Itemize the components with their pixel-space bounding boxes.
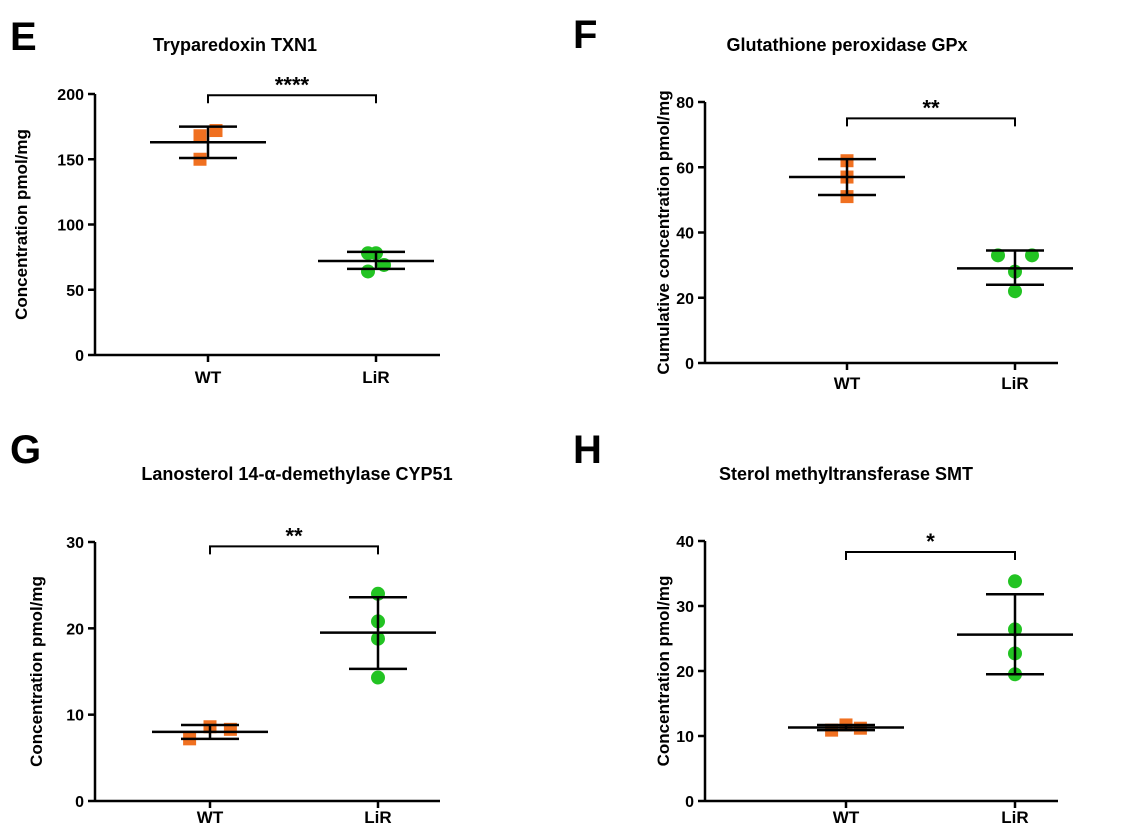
y-tick-label: 0 [75, 794, 84, 811]
panel-letter: E [10, 15, 37, 59]
data-point-wt [193, 129, 207, 143]
y-tick-label: 100 [57, 218, 84, 235]
significance-label: ** [922, 95, 940, 120]
y-tick-label: 50 [66, 283, 84, 300]
chart-title: Tryparedoxin TXN1 [153, 35, 317, 55]
y-tick-label: 60 [676, 160, 694, 177]
x-category-label: LiR [1001, 374, 1028, 393]
significance-bracket [207, 94, 377, 104]
significance-label: ** [285, 523, 303, 548]
y-tick-label: 30 [676, 599, 694, 616]
x-category-label: WT [195, 368, 222, 387]
y-axis-label: Cumulative concentration pmol/mg [654, 90, 673, 374]
significance-bracket [209, 545, 379, 555]
data-point-lir [1025, 248, 1039, 263]
y-tick-label: 150 [57, 152, 84, 169]
y-tick-label: 20 [676, 291, 694, 308]
y-tick-label: 10 [66, 708, 84, 725]
y-tick-label: 0 [685, 794, 694, 811]
panel-letter: G [10, 428, 41, 472]
significance-bracket [846, 117, 1016, 127]
significance-label: * [926, 529, 935, 554]
chart-title: Glutathione peroxidase GPx [726, 35, 967, 55]
panel-letter: F [573, 13, 597, 57]
y-tick-label: 0 [685, 356, 694, 373]
x-category-label: LiR [364, 808, 391, 827]
y-tick-label: 10 [676, 729, 694, 746]
y-axis-label: Concentration pmol/mg [654, 576, 673, 767]
data-point-lir [371, 670, 385, 685]
y-tick-label: 40 [676, 226, 694, 243]
y-tick-label: 20 [66, 621, 84, 638]
y-tick-label: 30 [66, 535, 84, 552]
chart-panel-h: H Sterol methyltransferase SMT 0 10 20 30 40 WT… [573, 428, 1073, 827]
y-tick-label: 0 [75, 348, 84, 365]
data-point-lir [991, 248, 1005, 263]
y-tick-label: 200 [57, 87, 84, 104]
data-point-wt [193, 152, 207, 166]
data-point-lir [361, 264, 375, 279]
x-category-label: WT [197, 808, 224, 827]
y-tick-label: 40 [676, 534, 694, 551]
chart-title: Sterol methyltransferase SMT [719, 464, 973, 484]
chart-title: Lanosterol 14-α-demethylase CYP51 [141, 464, 452, 484]
x-category-label: LiR [1001, 808, 1028, 827]
chart-panel-e: E Tryparedoxin TXN1 0 50 100 150 200 WT LiR Conce… [10, 15, 440, 387]
chart-panel-g: G Lanosterol 14-α-demethylase CYP51 0 10 20 3… [10, 428, 453, 827]
y-axis-label: Concentration pmol/mg [27, 576, 46, 767]
significance-label: **** [275, 72, 310, 97]
y-tick-label: 80 [676, 95, 694, 112]
x-category-label: WT [834, 374, 861, 393]
data-point-wt [840, 190, 854, 204]
data-point-lir [1008, 284, 1022, 299]
y-axis-label: Concentration pmol/mg [12, 129, 31, 320]
significance-bracket [845, 551, 1016, 561]
panel-letter: H [573, 428, 602, 472]
y-tick-label: 20 [676, 664, 694, 681]
x-category-label: WT [833, 808, 860, 827]
data-point-lir [1008, 574, 1022, 589]
x-category-label: LiR [362, 368, 389, 387]
chart-panel-f: F Glutathione peroxidase GPx 0 20 40 60 80 WT Li… [573, 13, 1073, 393]
